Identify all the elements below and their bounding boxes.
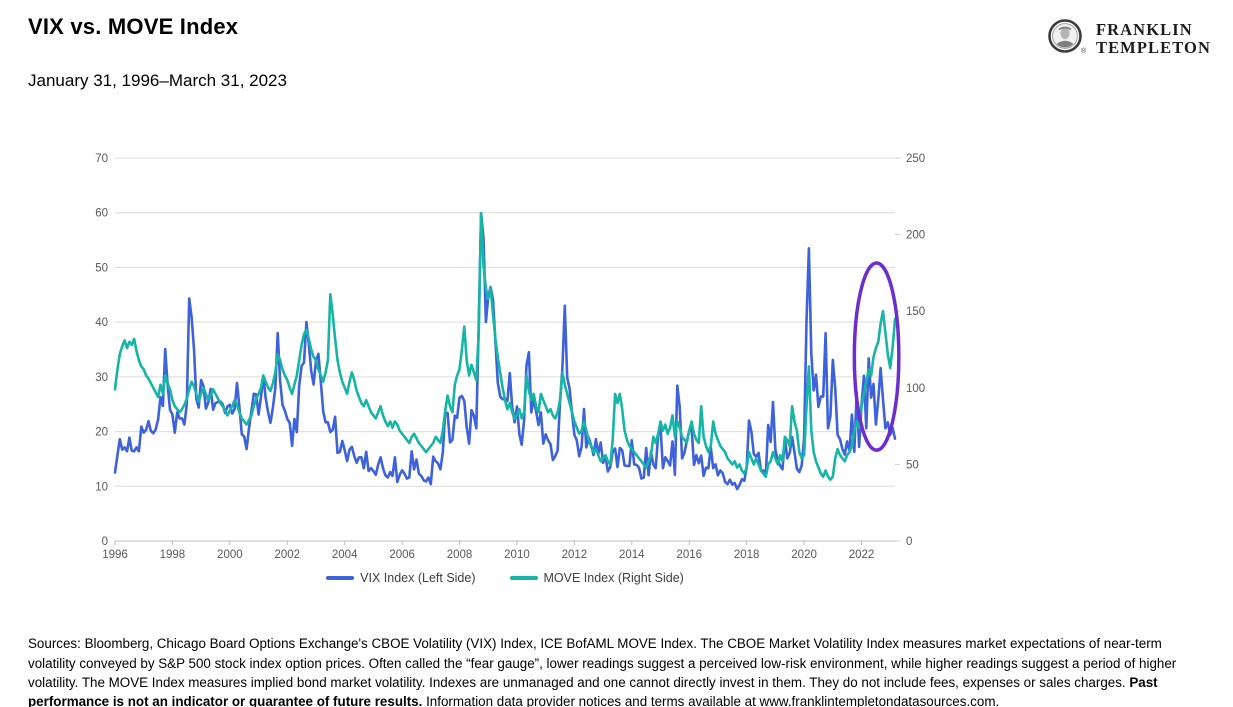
svg-text:250: 250 (906, 153, 925, 165)
svg-text:2010: 2010 (504, 549, 530, 561)
svg-text:2012: 2012 (562, 549, 588, 561)
ben-franklin-portrait-icon: ® (1048, 19, 1087, 55)
legend-item-move: MOVE Index (Right Side) (509, 571, 684, 585)
chart-legend: VIX Index (Left Side) MOVE Index (Right … (115, 571, 895, 585)
svg-text:2004: 2004 (332, 549, 358, 561)
svg-text:0: 0 (906, 536, 912, 548)
svg-text:10: 10 (95, 481, 108, 493)
svg-text:150: 150 (906, 306, 925, 318)
move-legend-label: MOVE Index (Right Side) (543, 571, 684, 585)
svg-text:2014: 2014 (619, 549, 645, 561)
svg-text:1998: 1998 (160, 549, 186, 561)
svg-text:1996: 1996 (102, 549, 128, 561)
svg-text:®: ® (1081, 47, 1087, 55)
svg-text:2006: 2006 (389, 549, 415, 561)
source-disclosure-text: Sources: Bloomberg, Chicago Board Option… (28, 634, 1207, 707)
svg-text:2000: 2000 (217, 549, 243, 561)
svg-text:60: 60 (95, 208, 108, 220)
logo-wordmark: FRANKLIN TEMPLETON (1096, 21, 1211, 57)
svg-text:2018: 2018 (734, 549, 760, 561)
legend-item-vix: VIX Index (Left Side) (326, 571, 476, 585)
franklin-templeton-logo: ® FRANKLIN TEMPLETON (1045, 16, 1211, 62)
svg-text:20: 20 (95, 427, 108, 439)
move-line-swatch (509, 576, 538, 580)
vix-legend-label: VIX Index (Left Side) (360, 571, 476, 585)
svg-text:40: 40 (95, 317, 108, 329)
svg-text:2002: 2002 (274, 549, 300, 561)
svg-text:200: 200 (906, 230, 925, 242)
svg-text:30: 30 (95, 372, 108, 384)
svg-text:50: 50 (95, 262, 108, 274)
svg-text:2022: 2022 (849, 549, 875, 561)
page-title: VIX vs. MOVE Index (28, 14, 239, 39)
svg-text:70: 70 (95, 153, 108, 165)
vix-line-swatch (326, 576, 355, 580)
svg-text:2008: 2008 (447, 549, 473, 561)
svg-text:2016: 2016 (676, 549, 702, 561)
footer-sources-text: Sources: Bloomberg, Chicago Board Option… (28, 636, 1177, 690)
svg-text:2020: 2020 (791, 549, 817, 561)
logo-word-templeton: TEMPLETON (1095, 38, 1211, 57)
svg-text:50: 50 (906, 459, 919, 471)
footer-past-performance-disclaimer: Past performance is not an indicator or … (28, 674, 1158, 707)
svg-text:100: 100 (906, 383, 925, 395)
svg-text:0: 0 (102, 536, 108, 548)
date-range-subtitle: January 31, 1996–March 31, 2023 (28, 71, 287, 90)
logo-word-franklin: FRANKLIN (1095, 20, 1193, 39)
footer-data-provider-text: Information data provider notices and te… (422, 694, 1000, 707)
